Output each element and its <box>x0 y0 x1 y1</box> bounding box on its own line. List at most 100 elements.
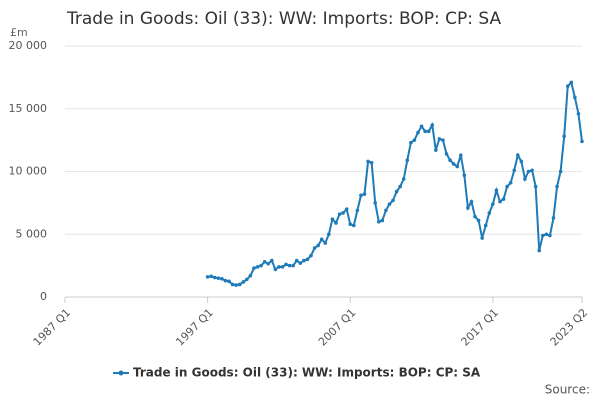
data-point <box>284 262 288 267</box>
data-point <box>205 275 210 279</box>
x-tick-label: 2007 Q1 <box>316 306 359 349</box>
data-point <box>280 265 285 269</box>
data-point <box>533 184 538 189</box>
data-point <box>512 168 517 173</box>
data-point <box>455 164 460 169</box>
data-point <box>273 267 278 272</box>
data-point <box>398 184 402 189</box>
data-point <box>327 232 331 237</box>
data-point <box>548 233 552 238</box>
data-point <box>437 137 442 141</box>
data-point <box>483 223 488 228</box>
data-point <box>366 159 370 164</box>
source: Source: <box>545 383 590 397</box>
data-point <box>480 236 484 240</box>
data-point <box>323 241 328 245</box>
data-point <box>387 202 392 206</box>
data-point <box>334 221 338 225</box>
data-point <box>234 283 238 287</box>
data-point <box>380 218 385 223</box>
data-point <box>469 199 474 204</box>
data-point <box>540 233 545 238</box>
data-point <box>252 266 256 270</box>
data-point <box>458 153 463 157</box>
data-point <box>569 80 574 85</box>
data-point <box>530 168 534 173</box>
data-point <box>277 265 281 269</box>
data-point <box>405 158 410 163</box>
y-tick-label: 20 000 <box>9 39 48 52</box>
data-point <box>565 84 570 88</box>
data-point <box>491 202 495 206</box>
data-point <box>212 275 217 280</box>
data-point <box>523 177 527 181</box>
data-point <box>476 218 481 223</box>
data-point <box>494 188 499 193</box>
data-point <box>516 153 520 157</box>
data-point <box>248 273 253 278</box>
data-point <box>451 162 456 166</box>
legend-item: Trade in Goods: Oil (33): WW: Imports: B… <box>113 366 481 380</box>
data-point <box>220 277 224 281</box>
data-point <box>466 206 470 210</box>
data-point <box>426 129 431 134</box>
data-point <box>391 198 395 203</box>
data-point <box>501 197 506 201</box>
data-point <box>448 158 452 163</box>
y-axis-unit: £m <box>10 26 28 39</box>
data-point <box>487 211 492 215</box>
x-tick-label: 2017 Q1 <box>459 306 502 349</box>
x-tick-label: 1987 Q1 <box>31 306 74 349</box>
data-point <box>305 257 310 262</box>
data-point <box>341 211 345 215</box>
data-point <box>376 219 381 224</box>
data-point <box>298 261 303 265</box>
data-point <box>216 276 221 280</box>
data-point <box>519 159 524 164</box>
data-point <box>344 207 349 211</box>
data-point <box>348 222 353 227</box>
data-point <box>312 246 317 250</box>
data-point <box>259 263 263 268</box>
data-point <box>337 212 342 216</box>
data-point <box>352 223 356 228</box>
x-tick-label: 2023 Q2 <box>548 306 591 349</box>
data-point <box>302 258 306 263</box>
data-point <box>558 169 563 174</box>
data-point <box>551 216 556 220</box>
data-point <box>526 169 531 174</box>
data-point <box>384 208 388 213</box>
y-tick-label: 5 000 <box>16 227 48 240</box>
data-point <box>412 138 417 142</box>
data-point <box>423 129 427 134</box>
y-tick-label: 0 <box>40 290 47 303</box>
chart-title: Trade in Goods: Oil (33): WW: Imports: B… <box>66 9 502 29</box>
data-point <box>505 184 509 189</box>
data-point <box>266 261 271 266</box>
data-point <box>227 279 231 284</box>
data-point <box>430 123 435 127</box>
data-point <box>394 189 399 194</box>
data-point <box>237 282 242 287</box>
data-point <box>369 160 374 165</box>
legend-label: Trade in Goods: Oil (33): WW: Imports: B… <box>133 366 481 380</box>
data-point <box>562 134 566 139</box>
data-point <box>287 263 292 268</box>
data-point <box>270 258 274 263</box>
data-point <box>401 177 406 181</box>
data-point <box>444 152 449 156</box>
data-point <box>245 277 249 282</box>
data-point <box>419 124 424 129</box>
data-point <box>355 208 360 213</box>
legend-marker <box>118 370 124 376</box>
data-point <box>241 280 246 284</box>
data-point <box>209 274 213 279</box>
data-point <box>294 258 299 263</box>
x-tick-label: 1997 Q1 <box>173 306 216 349</box>
data-point <box>316 243 320 248</box>
data-point <box>330 217 335 221</box>
data-point <box>409 140 413 145</box>
data-point <box>416 130 420 135</box>
data-point <box>576 111 581 116</box>
